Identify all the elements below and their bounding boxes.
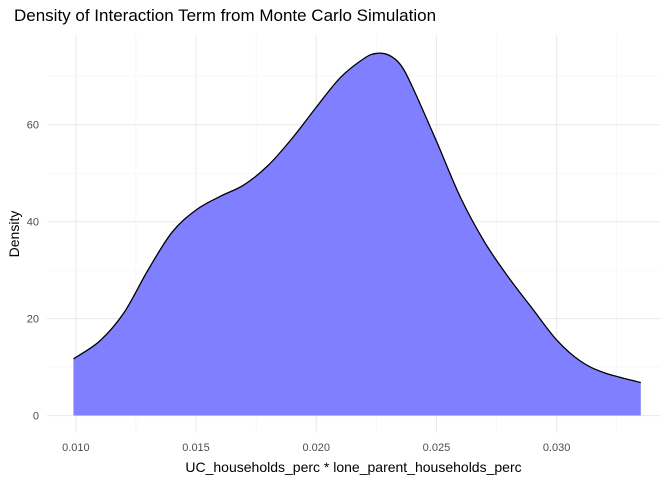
y-axis-ticks: 0 20 40 60 xyxy=(27,120,39,423)
y-axis-title: Density xyxy=(6,211,22,258)
x-tick-label: 0.025 xyxy=(423,442,451,454)
x-tick-label: 0.015 xyxy=(182,442,210,454)
y-tick-label: 0 xyxy=(33,411,39,423)
x-tick-label: 0.020 xyxy=(302,442,330,454)
x-tick-label: 0.030 xyxy=(543,442,571,454)
y-tick-label: 40 xyxy=(27,217,39,229)
density-area xyxy=(73,53,641,416)
x-tick-label: 0.010 xyxy=(62,442,90,454)
y-tick-label: 20 xyxy=(27,314,39,326)
density-line xyxy=(73,52,641,384)
chart-title: Density of Interaction Term from Monte C… xyxy=(14,6,436,25)
x-axis-ticks: 0.010 0.015 0.020 0.025 0.030 xyxy=(62,442,570,454)
y-tick-label: 60 xyxy=(27,120,39,132)
x-axis-title: UC_households_perc * lone_parent_househo… xyxy=(185,459,521,475)
